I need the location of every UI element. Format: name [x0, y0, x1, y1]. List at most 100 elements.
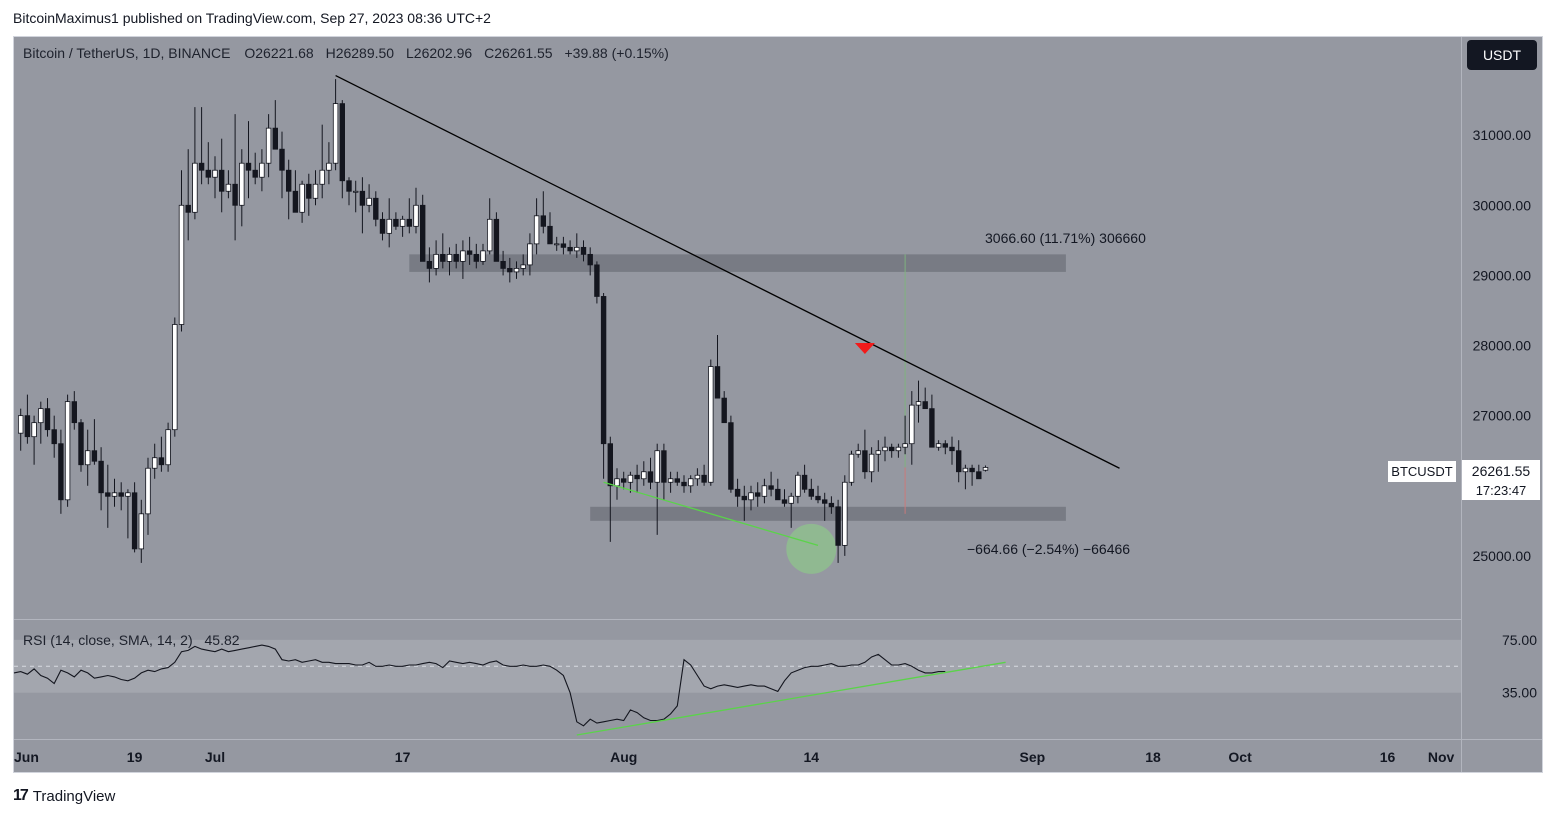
rsi-divergence-line[interactable]: [576, 661, 1006, 736]
last-price-badge[interactable]: 26261.55 17:23:47: [1462, 460, 1540, 500]
candle[interactable]: [38, 401, 44, 444]
candle[interactable]: [165, 422, 171, 472]
candle[interactable]: [607, 436, 613, 542]
candle[interactable]: [694, 468, 701, 486]
candle[interactable]: [339, 100, 345, 199]
candle[interactable]: [714, 335, 721, 399]
candle[interactable]: [962, 464, 969, 490]
candle[interactable]: [647, 457, 654, 490]
candle[interactable]: [98, 447, 104, 511]
candle[interactable]: [674, 471, 680, 486]
candle[interactable]: [212, 156, 218, 199]
candle[interactable]: [419, 194, 426, 262]
candle[interactable]: [734, 478, 741, 507]
candle[interactable]: [627, 471, 634, 493]
rsi-line[interactable]: [13, 644, 946, 727]
candle[interactable]: [426, 247, 433, 283]
candle[interactable]: [138, 499, 144, 563]
candle[interactable]: [346, 177, 352, 206]
candle[interactable]: [795, 471, 801, 504]
support-resistance-zone[interactable]: [590, 506, 1066, 521]
candle[interactable]: [654, 443, 660, 535]
candle[interactable]: [634, 464, 640, 493]
candle[interactable]: [949, 436, 955, 465]
candle[interactable]: [641, 461, 647, 486]
candle[interactable]: [265, 114, 272, 178]
candle[interactable]: [252, 152, 258, 185]
candle[interactable]: [366, 184, 372, 213]
candle[interactable]: [172, 317, 178, 437]
candle[interactable]: [299, 180, 305, 223]
candle[interactable]: [85, 429, 91, 486]
candle[interactable]: [279, 131, 285, 199]
descending-resistance-line[interactable]: [335, 74, 1120, 469]
candle[interactable]: [969, 464, 975, 486]
candle[interactable]: [480, 243, 486, 265]
candle[interactable]: [507, 257, 513, 283]
candle[interactable]: [688, 475, 694, 493]
candle[interactable]: [306, 173, 312, 216]
candle[interactable]: [178, 170, 185, 332]
candle[interactable]: [111, 478, 118, 507]
highlight-circle[interactable]: [786, 523, 837, 574]
candle[interactable]: [78, 419, 84, 472]
candle[interactable]: [661, 443, 667, 500]
candle[interactable]: [473, 243, 479, 269]
candle[interactable]: [413, 187, 419, 234]
candle[interactable]: [239, 149, 245, 227]
candle[interactable]: [580, 240, 587, 262]
candle[interactable]: [319, 124, 325, 199]
candle[interactable]: [574, 233, 580, 258]
candle[interactable]: [755, 482, 761, 507]
candle[interactable]: [44, 398, 51, 437]
candle[interactable]: [741, 485, 747, 521]
candle[interactable]: [31, 415, 37, 465]
candle[interactable]: [466, 236, 473, 265]
candle[interactable]: [440, 233, 446, 269]
candle[interactable]: [285, 159, 292, 220]
rsi-title[interactable]: RSI (14, close, SMA, 14, 2): [23, 632, 193, 648]
price-divergence-line[interactable]: [603, 481, 819, 546]
candle[interactable]: [775, 478, 781, 501]
candle[interactable]: [594, 261, 600, 304]
candle[interactable]: [554, 236, 560, 251]
candle[interactable]: [875, 440, 881, 472]
candle[interactable]: [71, 391, 77, 430]
candle[interactable]: [621, 471, 627, 490]
candle[interactable]: [125, 489, 131, 539]
candle[interactable]: [889, 443, 895, 458]
candle[interactable]: [151, 443, 158, 479]
candle[interactable]: [855, 443, 861, 458]
candle[interactable]: [761, 478, 768, 504]
candle[interactable]: [225, 170, 232, 199]
candle[interactable]: [701, 464, 707, 486]
candle[interactable]: [882, 436, 888, 462]
candle[interactable]: [332, 79, 339, 171]
candle[interactable]: [493, 212, 500, 262]
time-axis[interactable]: [14, 739, 1542, 772]
candle[interactable]: [600, 292, 607, 479]
candle[interactable]: [976, 464, 982, 480]
candle[interactable]: [118, 482, 124, 511]
price-pane[interactable]: [14, 37, 1461, 619]
candle[interactable]: [560, 236, 567, 255]
candle[interactable]: [868, 447, 875, 483]
rejection-arrow-icon[interactable]: [854, 343, 875, 355]
candle[interactable]: [433, 240, 439, 276]
candle[interactable]: [105, 464, 111, 528]
candle[interactable]: [446, 247, 453, 276]
candle[interactable]: [406, 198, 412, 234]
candle[interactable]: [58, 429, 64, 514]
candle[interactable]: [500, 250, 506, 276]
candle[interactable]: [359, 177, 366, 234]
candle[interactable]: [352, 180, 359, 213]
upper-measure-label[interactable]: 3066.60 (11.71%) 306660: [985, 230, 1146, 246]
candle[interactable]: [567, 240, 573, 255]
candle[interactable]: [808, 478, 814, 500]
candle[interactable]: [192, 107, 198, 220]
candle[interactable]: [520, 254, 526, 276]
candle[interactable]: [131, 482, 138, 553]
candle[interactable]: [533, 198, 540, 255]
candle[interactable]: [909, 391, 915, 465]
